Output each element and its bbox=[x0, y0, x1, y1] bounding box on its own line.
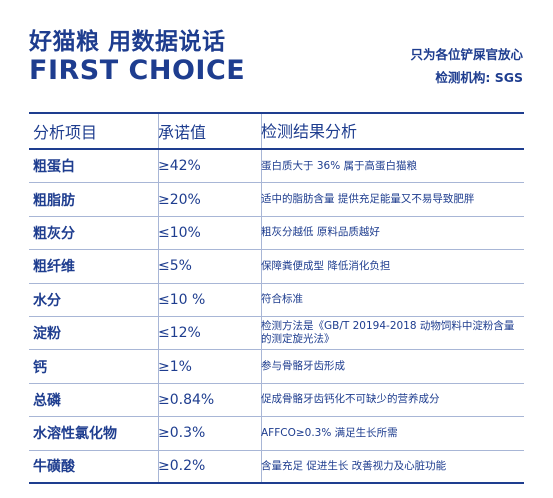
column-divider bbox=[158, 114, 159, 484]
row-value: ≥0.84% bbox=[158, 391, 215, 408]
row-analysis: 保障粪便成型 降低消化负担 bbox=[261, 259, 391, 272]
row-item: 粗蛋白 bbox=[33, 159, 75, 176]
page-title: 好猫粮 用数据说话 bbox=[29, 29, 226, 55]
page-title-english: FIRST CHOICE bbox=[29, 55, 246, 86]
table-row: 粗脂肪 ≥20% 适中的脂肪含量 提供充足能量又不易导致肥胖 bbox=[29, 183, 524, 217]
row-analysis: 蛋白质大于 36% 属于高蛋白猫粮 bbox=[261, 159, 418, 172]
row-analysis: 粗灰分越低 原料品质越好 bbox=[261, 226, 380, 239]
row-analysis: 含量充足 促进生长 改善视力及心脏功能 bbox=[261, 459, 447, 472]
table-header-row: 分析项目 承诺值 检测结果分析 bbox=[29, 114, 524, 150]
table-row: 粗纤维 ≤5% 保障粪便成型 降低消化负担 bbox=[29, 250, 524, 284]
row-analysis: AFFCO≥0.3% 满足生长所需 bbox=[261, 426, 398, 439]
table-row: 水分 ≤10 % 符合标准 bbox=[29, 284, 524, 317]
nutrition-table: 分析项目 承诺值 检测结果分析 粗蛋白 ≥42% 蛋白质大于 36% 属于高蛋白… bbox=[29, 112, 524, 484]
row-item: 水分 bbox=[33, 292, 61, 309]
row-analysis: 适中的脂肪含量 提供充足能量又不易导致肥胖 bbox=[261, 193, 475, 206]
table-row: 粗蛋白 ≥42% 蛋白质大于 36% 属于高蛋白猫粮 bbox=[29, 150, 524, 184]
row-analysis: 符合标准 bbox=[261, 293, 303, 306]
row-value: ≥0.2% bbox=[158, 458, 206, 475]
table-row: 钙 ≥1% 参与骨骼牙齿形成 bbox=[29, 350, 524, 384]
column-divider bbox=[261, 114, 262, 484]
row-item: 水溶性氯化物 bbox=[33, 426, 117, 443]
row-item: 粗纤维 bbox=[33, 259, 75, 276]
row-item: 钙 bbox=[33, 359, 47, 376]
table-row: 总磷 ≥0.84% 促成骨骼牙齿钙化不可缺少的营养成分 bbox=[29, 384, 524, 418]
table-row: 粗灰分 ≤10% 粗灰分越低 原料品质越好 bbox=[29, 217, 524, 251]
subtitle-testing-agency: 检测机构: SGS bbox=[435, 70, 523, 85]
row-item: 粗灰分 bbox=[33, 225, 75, 242]
row-item: 总磷 bbox=[33, 392, 61, 409]
row-value: ≥20% bbox=[158, 191, 201, 208]
row-value: ≤10% bbox=[158, 224, 201, 241]
row-value: ≥42% bbox=[158, 158, 201, 175]
row-item: 粗脂肪 bbox=[33, 192, 75, 209]
table-row: 牛磺酸 ≥0.2% 含量充足 促进生长 改善视力及心脏功能 bbox=[29, 451, 524, 484]
column-header-analysis: 检测结果分析 bbox=[261, 121, 358, 141]
row-value: ≤5% bbox=[158, 258, 192, 275]
row-value: ≤10 % bbox=[158, 291, 206, 308]
row-analysis: 促成骨骼牙齿钙化不可缺少的营养成分 bbox=[261, 393, 440, 406]
column-header-value: 承诺值 bbox=[158, 123, 207, 142]
table-row: 水溶性氯化物 ≥0.3% AFFCO≥0.3% 满足生长所需 bbox=[29, 417, 524, 451]
row-analysis: 检测方法是《GB/T 20194-2018 动物饲料中淀粉含量的测定旋光法》 bbox=[261, 320, 515, 346]
subtitle-reassurance: 只为各位铲屎官放心 bbox=[410, 47, 523, 62]
row-analysis: 参与骨骼牙齿形成 bbox=[261, 360, 345, 373]
table-row: 淀粉 ≤12% 检测方法是《GB/T 20194-2018 动物饲料中淀粉含量的… bbox=[29, 317, 524, 351]
header: 好猫粮 用数据说话 FIRST CHOICE 只为各位铲屎官放心 检测机构: S… bbox=[0, 0, 553, 108]
row-item: 牛磺酸 bbox=[33, 459, 75, 476]
row-value: ≥0.3% bbox=[158, 425, 206, 442]
row-value: ≥1% bbox=[158, 358, 192, 375]
row-value: ≤12% bbox=[158, 325, 201, 342]
row-item: 淀粉 bbox=[33, 326, 61, 343]
column-header-item: 分析项目 bbox=[33, 123, 98, 142]
